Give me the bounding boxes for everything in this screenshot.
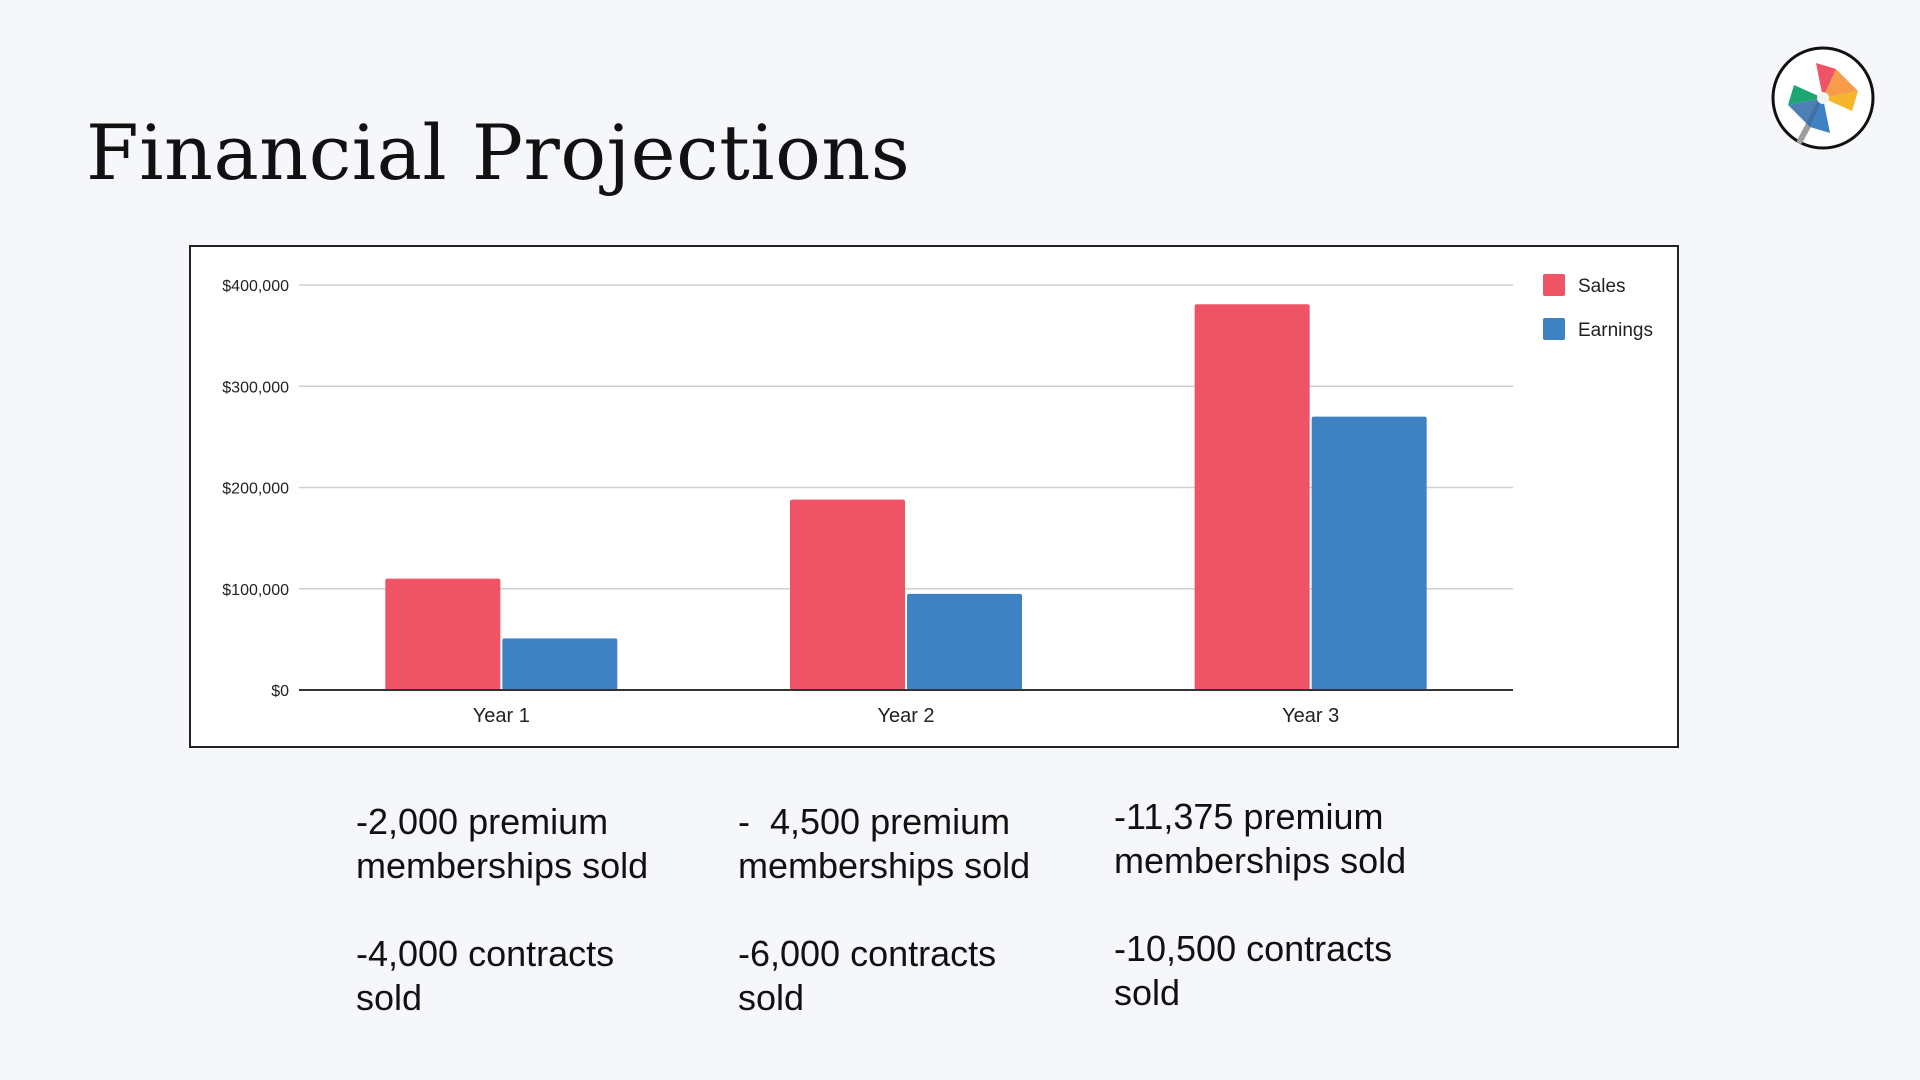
note-memberships-year-1: -2,000 premium memberships sold <box>356 801 649 886</box>
bar-sales-year-1 <box>385 578 501 690</box>
x-tick-label: Year 1 <box>473 705 530 727</box>
y-tick-label: $200,000 <box>222 481 289 498</box>
bar-sales-year-2 <box>790 499 905 690</box>
bar-earnings-year-2 <box>907 593 1022 690</box>
y-tick-label: $400,000 <box>222 278 289 295</box>
chart-container: $0 $100,000 $200,000 $300,000 $400,000 Year 1… <box>189 245 1679 748</box>
legend-label-earnings: Earnings <box>1578 320 1653 341</box>
bar-earnings-year-3 <box>1311 416 1427 690</box>
note-memberships-year-2: - 4,500 premium memberships sold <box>738 801 1031 886</box>
pinwheel-logo-icon <box>1771 46 1875 150</box>
legend-label-sales: Sales <box>1578 276 1626 297</box>
legend-swatch-sales <box>1543 274 1565 296</box>
slide-title: Financial Projections <box>86 108 911 197</box>
y-tick-label: $100,000 <box>222 582 289 599</box>
legend-swatch-earnings <box>1543 318 1565 340</box>
x-tick-label: Year 2 <box>877 705 934 727</box>
bar-chart: $0 $100,000 $200,000 $300,000 $400,000 Year 1… <box>222 274 1653 727</box>
y-tick-label: $300,000 <box>222 379 289 396</box>
x-tick-label: Year 3 <box>1282 705 1339 727</box>
note-contracts-year-1: -4,000 contracts sold <box>356 933 615 1018</box>
bar-sales-year-3 <box>1194 304 1310 690</box>
note-contracts-year-2: -6,000 contracts sold <box>738 933 997 1018</box>
y-tick-label: $0 <box>271 683 289 700</box>
bar-earnings-year-1 <box>502 638 618 690</box>
note-memberships-year-3: -11,375 premium memberships sold <box>1114 796 1407 881</box>
note-contracts-year-3: -10,500 contracts sold <box>1114 928 1393 1013</box>
